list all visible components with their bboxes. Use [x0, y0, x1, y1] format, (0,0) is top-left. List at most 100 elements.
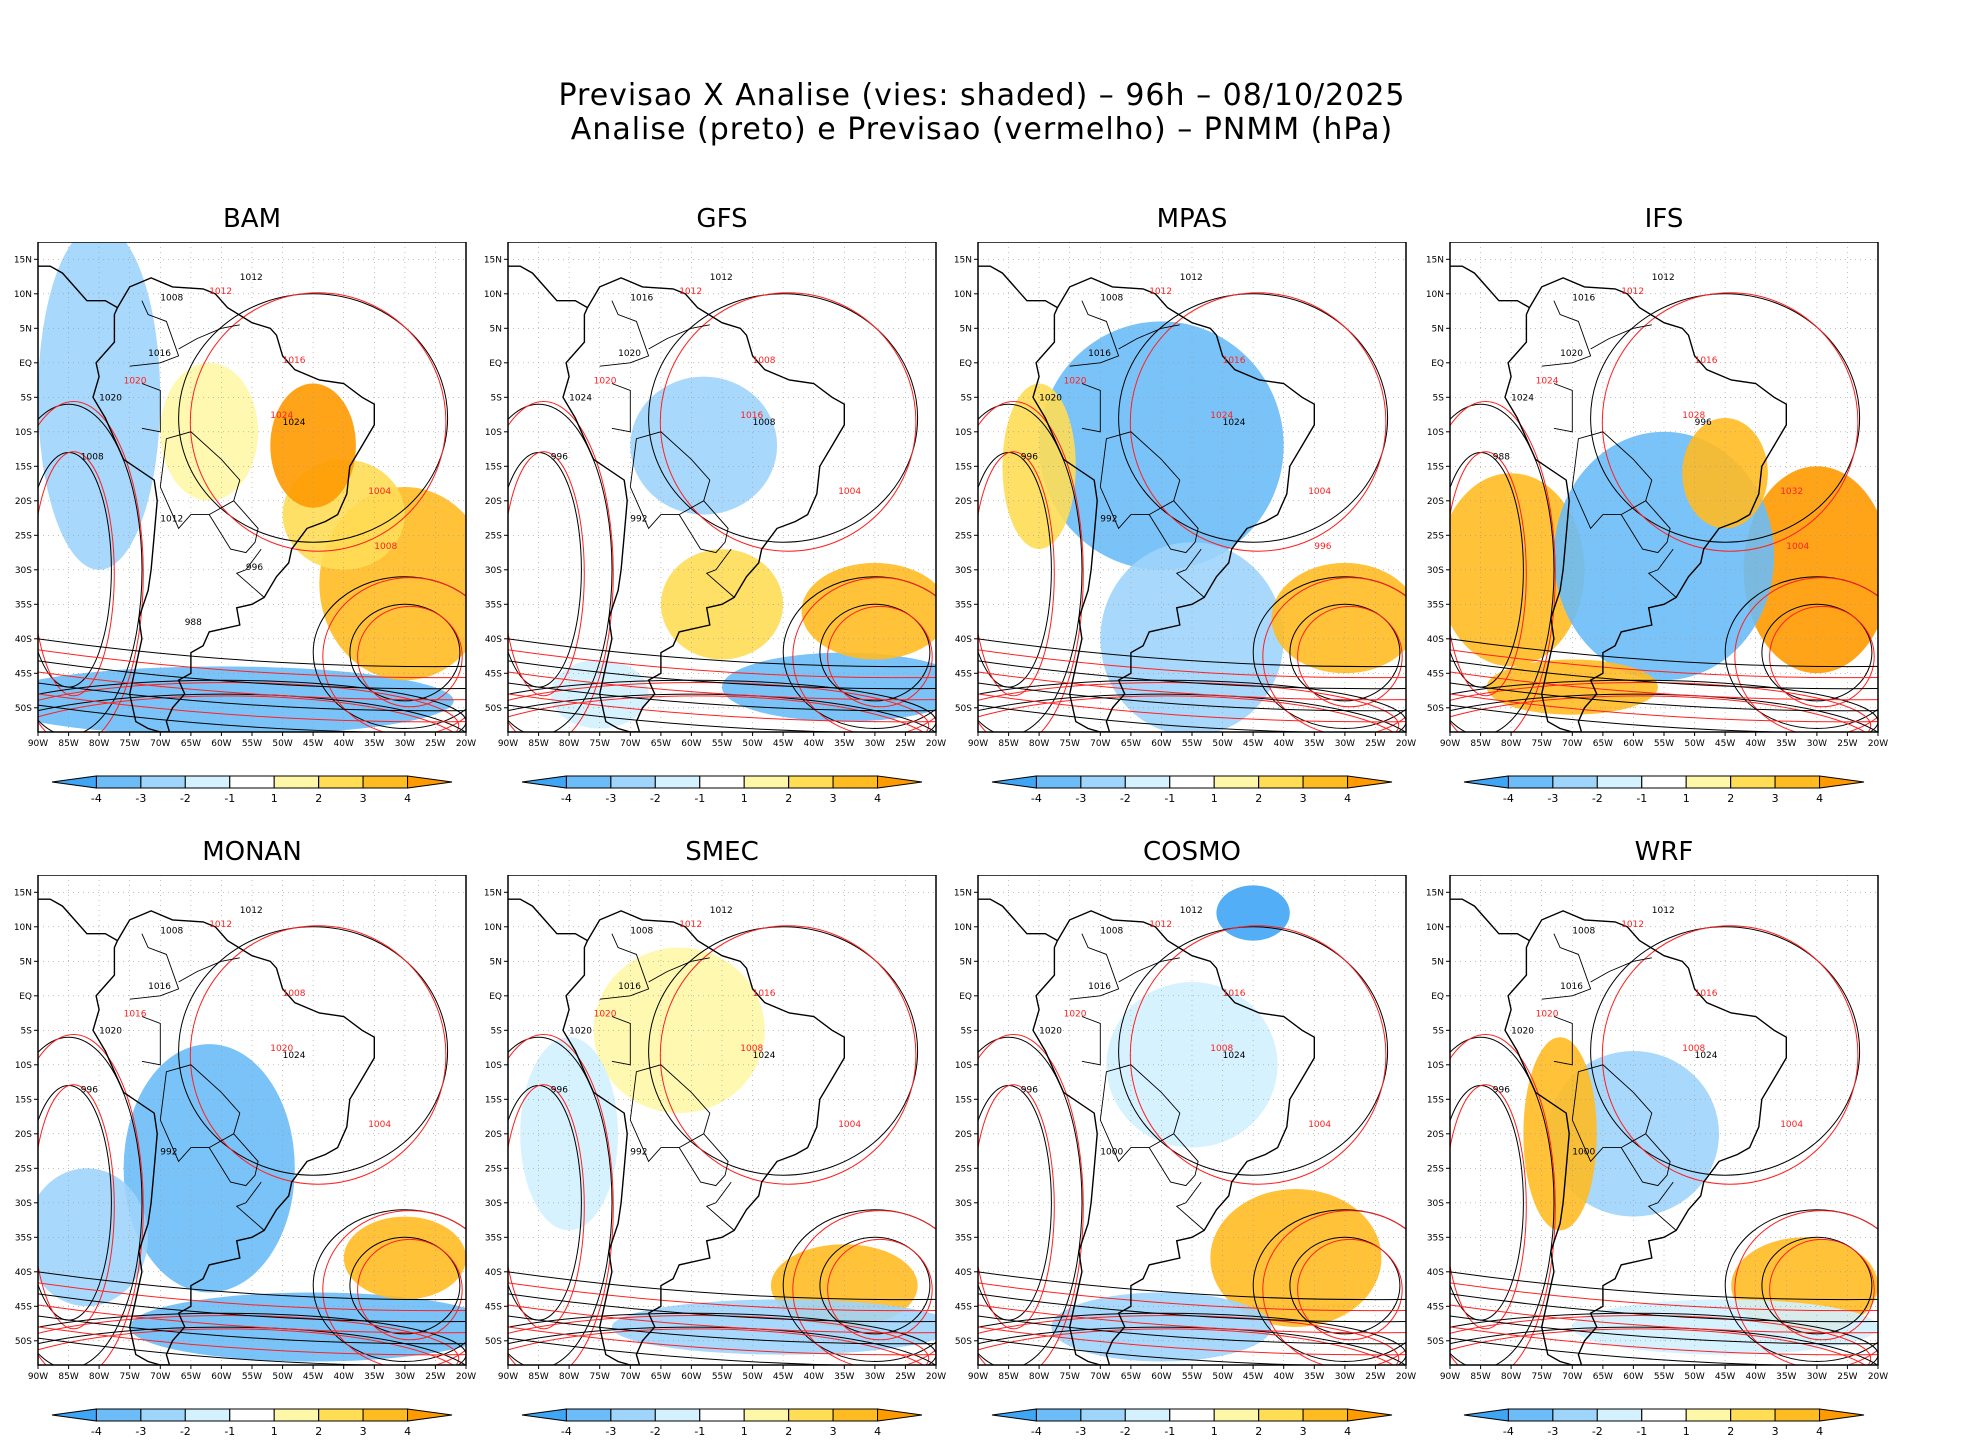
colorbar-tick-label: -1 — [1164, 792, 1175, 805]
lon-tick-label: 90W — [498, 1372, 518, 1382]
forecast-isobar-label: 1016 — [1223, 356, 1246, 366]
analysis-isobar-label: 1024 — [283, 418, 306, 428]
forecast-isobar — [1601, 292, 1859, 552]
southern-isobar — [1450, 1293, 1878, 1323]
forecast-isobar-label: 1012 — [1149, 287, 1172, 297]
lon-tick-label: 80W — [1029, 1372, 1049, 1382]
lon-tick-label: 40W — [1274, 739, 1294, 749]
forecast-isobar — [978, 1328, 1394, 1365]
country-border — [705, 548, 735, 598]
lat-tick-label: 25S — [15, 531, 32, 541]
forecast-isobar — [978, 682, 1400, 732]
colorbar-mpas: -4 -3 -2 -1 1 2 3 4 — [991, 775, 1393, 805]
colorbar-segment — [229, 775, 275, 789]
colorbar-segment — [273, 775, 320, 789]
lat-tick-label: 35S — [1427, 1233, 1444, 1243]
analysis-isobar-label: 996 — [81, 1085, 98, 1095]
forecast-isobar — [978, 1084, 1055, 1330]
forecast-isobar — [38, 1315, 460, 1365]
lon-tick-label: 45W — [1243, 739, 1263, 749]
panel-title-wrf: WRF — [1634, 837, 1694, 867]
lon-tick-label: 45W — [1715, 1372, 1735, 1382]
southern-isobar — [978, 1326, 1406, 1356]
country-border — [611, 383, 631, 433]
analysis-isobar-label: 1012 — [240, 273, 263, 283]
lon-tick-label: 40W — [1746, 739, 1766, 749]
lon-tick-label: 80W — [559, 1372, 579, 1382]
country-border — [1571, 431, 1653, 530]
lat-tick-label: 15N — [954, 888, 972, 898]
forecast-isobar-label: 1008 — [283, 989, 306, 999]
colorbar-segment — [140, 1408, 186, 1422]
southern-isobar — [508, 704, 860, 732]
lon-tick-label: 20W — [456, 1372, 476, 1382]
coastline-central-america — [508, 898, 588, 942]
colorbar-segment — [699, 775, 745, 789]
southern-isobar — [978, 693, 1406, 723]
country-border — [235, 548, 265, 598]
lon-tick-label: 75W — [120, 1372, 140, 1382]
colorbar-tick-label: 4 — [874, 1425, 881, 1438]
southern-isobar — [38, 1337, 390, 1365]
analysis-isobar-label: 996 — [1493, 1085, 1510, 1095]
lat-tick-label: 20S — [485, 1130, 502, 1140]
southern-isobar — [1450, 1315, 1878, 1345]
lat-tick-label: 20S — [955, 1130, 972, 1140]
colorbar-tick-label: -3 — [135, 792, 146, 805]
bias-shading-area — [270, 383, 356, 508]
analysis-isobar-label: 996 — [1021, 452, 1038, 462]
forecast-isobar-label: 1012 — [1621, 287, 1644, 297]
lat-tick-label: EQ — [959, 992, 972, 1002]
analysis-isobar-label: 1016 — [148, 349, 171, 359]
southern-isobar — [508, 1315, 936, 1345]
analysis-isobar-label: 996 — [1695, 418, 1712, 428]
analysis-isobar — [38, 1326, 466, 1365]
country-border — [208, 500, 259, 554]
lon-tick-label: 65W — [1121, 739, 1141, 749]
forecast-isobar-label: 1012 — [1621, 920, 1644, 930]
analysis-isobar-label: 1020 — [1511, 1027, 1534, 1037]
lat-tick-label: 5S — [961, 393, 973, 403]
country-border — [1069, 933, 1120, 1000]
country-border — [1099, 431, 1181, 530]
colorbar-segment — [1641, 1408, 1687, 1422]
coastline-central-america — [978, 265, 1058, 309]
forecast-isobar — [508, 682, 930, 732]
lon-tick-label: 35W — [364, 1372, 384, 1382]
analysis-isobar-label: 1016 — [1560, 982, 1583, 992]
lon-tick-label: 85W — [1470, 1372, 1490, 1382]
lat-tick-label: 15S — [485, 462, 502, 472]
map-gfs: 1012101610201024100899699210121008102010… — [484, 242, 946, 749]
lon-tick-label: 45W — [773, 1372, 793, 1382]
lat-tick-label: 15S — [955, 462, 972, 472]
lat-tick-label: 30S — [1427, 566, 1444, 576]
lat-tick-label: 40S — [15, 635, 32, 645]
lon-tick-label: 50W — [1212, 739, 1232, 749]
map-mpas: 1012 1008 1016 1020 1024 996 992 1012 1016 1020 10… — [954, 242, 1416, 749]
southern-isobar — [38, 682, 466, 712]
colorbar-tick-label: 4 — [1816, 792, 1823, 805]
coastline-south-america — [1504, 277, 1787, 732]
lat-tick-label: 15N — [484, 255, 502, 265]
forecast-isobar — [1450, 401, 1556, 732]
lon-tick-label: 35W — [364, 739, 384, 749]
forecast-isobar — [1297, 1238, 1403, 1341]
lon-tick-label: 65W — [1593, 1372, 1613, 1382]
analysis-isobar-label: 1008 — [160, 294, 183, 304]
map-monan: 1012100810161020102499699210121008101610… — [14, 875, 476, 1382]
lat-tick-label: 10S — [15, 428, 32, 438]
lon-tick-label: 65W — [1593, 739, 1613, 749]
forecast-isobar — [1129, 925, 1387, 1185]
colorbar-segment — [1819, 1408, 1865, 1422]
colorbar-segment — [877, 775, 923, 789]
lat-tick-label: 5S — [961, 1026, 973, 1036]
lat-tick-label: 40S — [485, 635, 502, 645]
lat-tick-label: 15S — [15, 462, 32, 472]
colorbar-segment — [1124, 775, 1171, 789]
analysis-isobar-label: 1020 — [569, 1027, 592, 1037]
forecast-isobar — [978, 401, 1084, 732]
analysis-isobar — [782, 1209, 936, 1362]
analysis-isobar — [312, 576, 466, 729]
forecast-isobar — [38, 1328, 454, 1365]
lon-tick-label: 80W — [559, 739, 579, 749]
